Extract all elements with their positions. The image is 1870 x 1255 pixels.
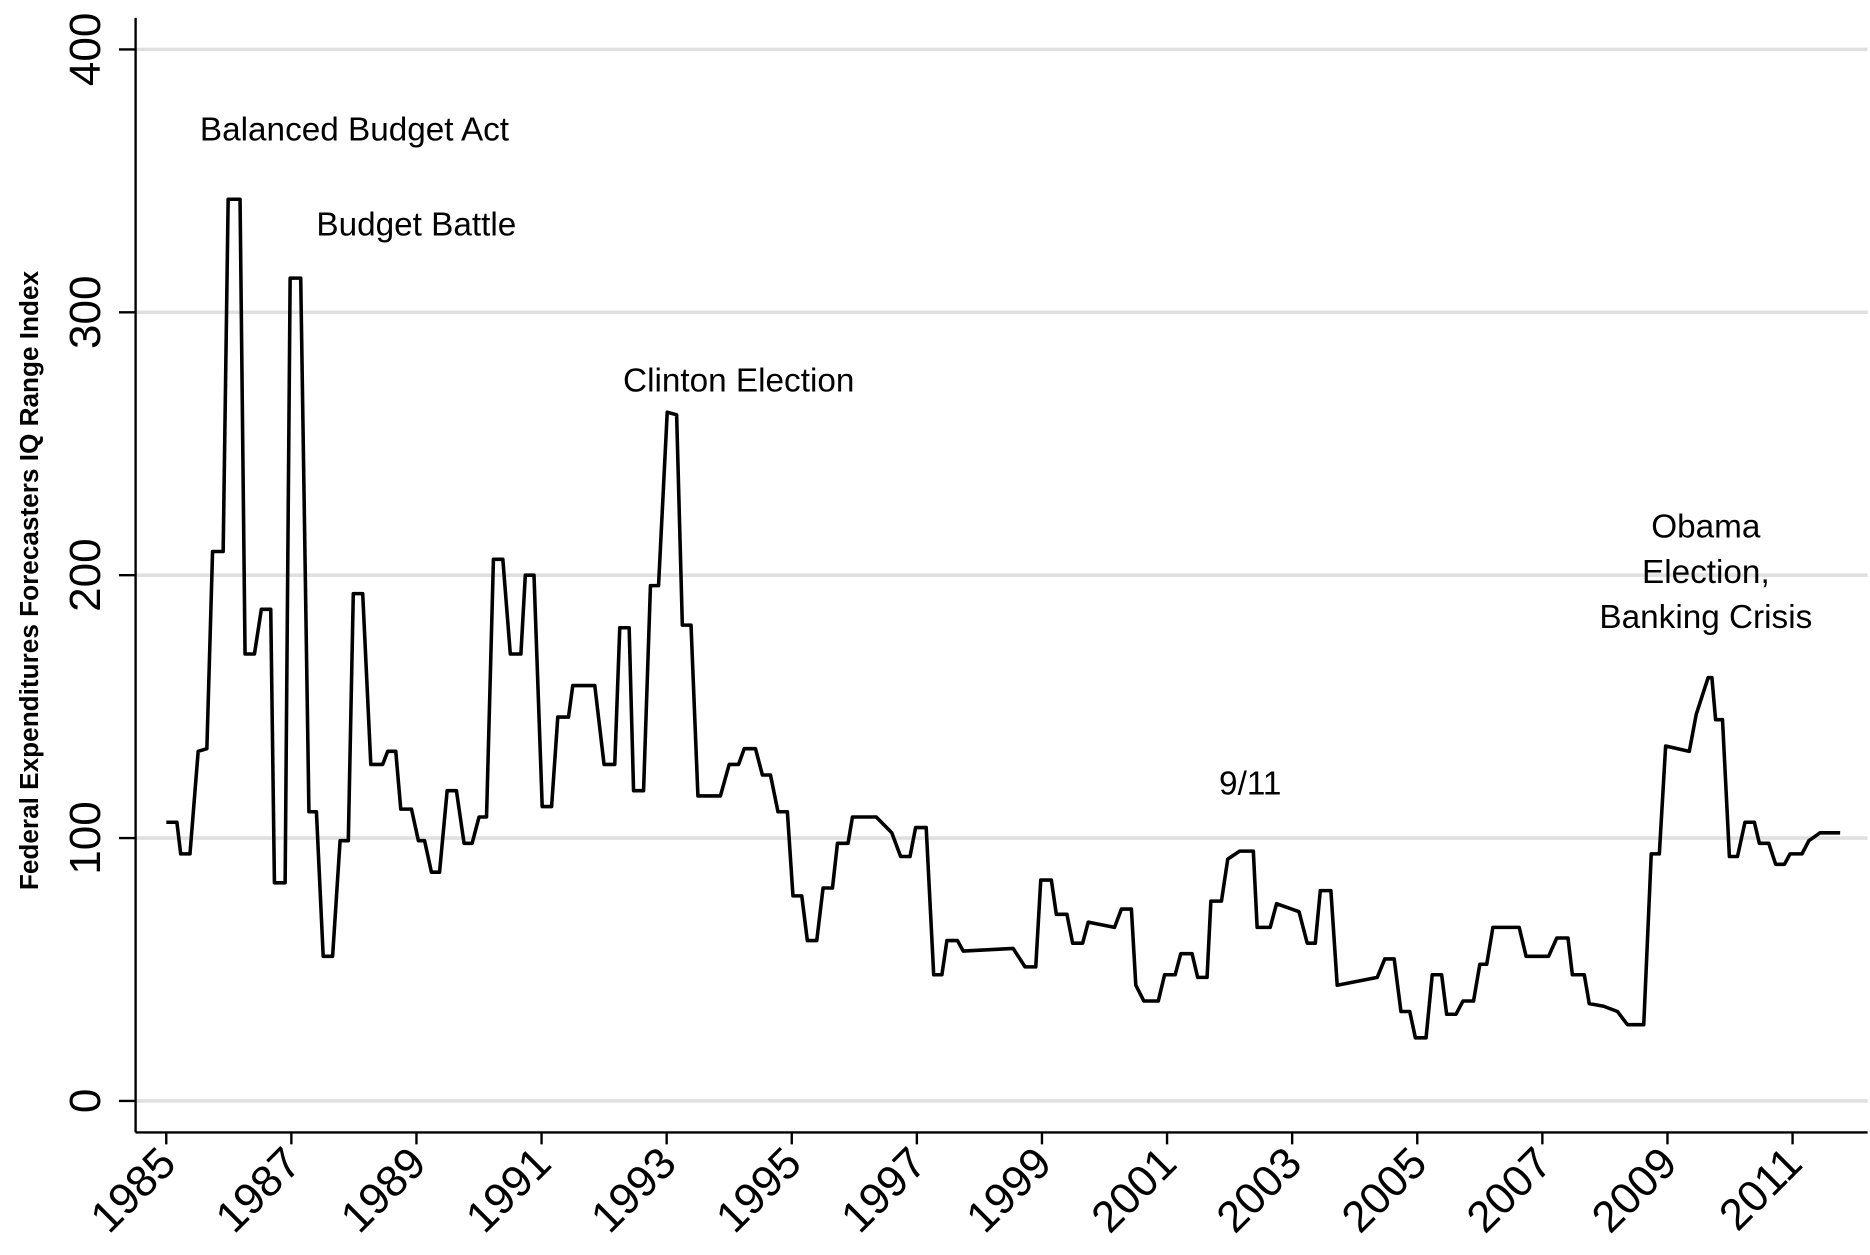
x-tick-label: 2007 <box>1457 1138 1561 1242</box>
x-tick-label: 1999 <box>957 1138 1061 1242</box>
y-tick-label: 200 <box>61 538 110 611</box>
y-tick-label: 100 <box>61 801 110 874</box>
y-axis-label: Federal Expenditures Forecasters IQ Rang… <box>14 270 44 890</box>
y-tick-label: 0 <box>61 1089 110 1113</box>
x-tick-label: 2011 <box>1710 1138 1812 1240</box>
annotation: 9/11 <box>1219 766 1281 803</box>
annotation: Clinton Election <box>623 362 854 399</box>
x-tick-label: 1989 <box>332 1138 436 1242</box>
x-tick-label: 2001 <box>1082 1138 1186 1242</box>
x-tick-label: 2005 <box>1332 1138 1436 1242</box>
y-tick-label: 400 <box>61 13 110 86</box>
x-tick-label: 2003 <box>1207 1138 1311 1242</box>
x-tick-label: 1997 <box>832 1138 936 1242</box>
annotation: Election, <box>1642 554 1770 591</box>
y-tick-label: 300 <box>61 276 110 349</box>
x-tick-label: 1985 <box>81 1138 185 1242</box>
x-tick-label: 1991 <box>457 1138 561 1242</box>
annotation: Banking Crisis <box>1599 599 1812 636</box>
data-line <box>166 197 1841 1040</box>
annotation: Budget Battle <box>316 207 516 244</box>
annotation: Obama <box>1651 509 1761 546</box>
x-tick-label: 1987 <box>206 1138 310 1242</box>
x-tick-label: 1993 <box>582 1138 686 1242</box>
x-tick-label: 1995 <box>707 1138 811 1242</box>
x-tick-label: 2009 <box>1583 1138 1687 1242</box>
annotation: Balanced Budget Act <box>200 111 509 148</box>
